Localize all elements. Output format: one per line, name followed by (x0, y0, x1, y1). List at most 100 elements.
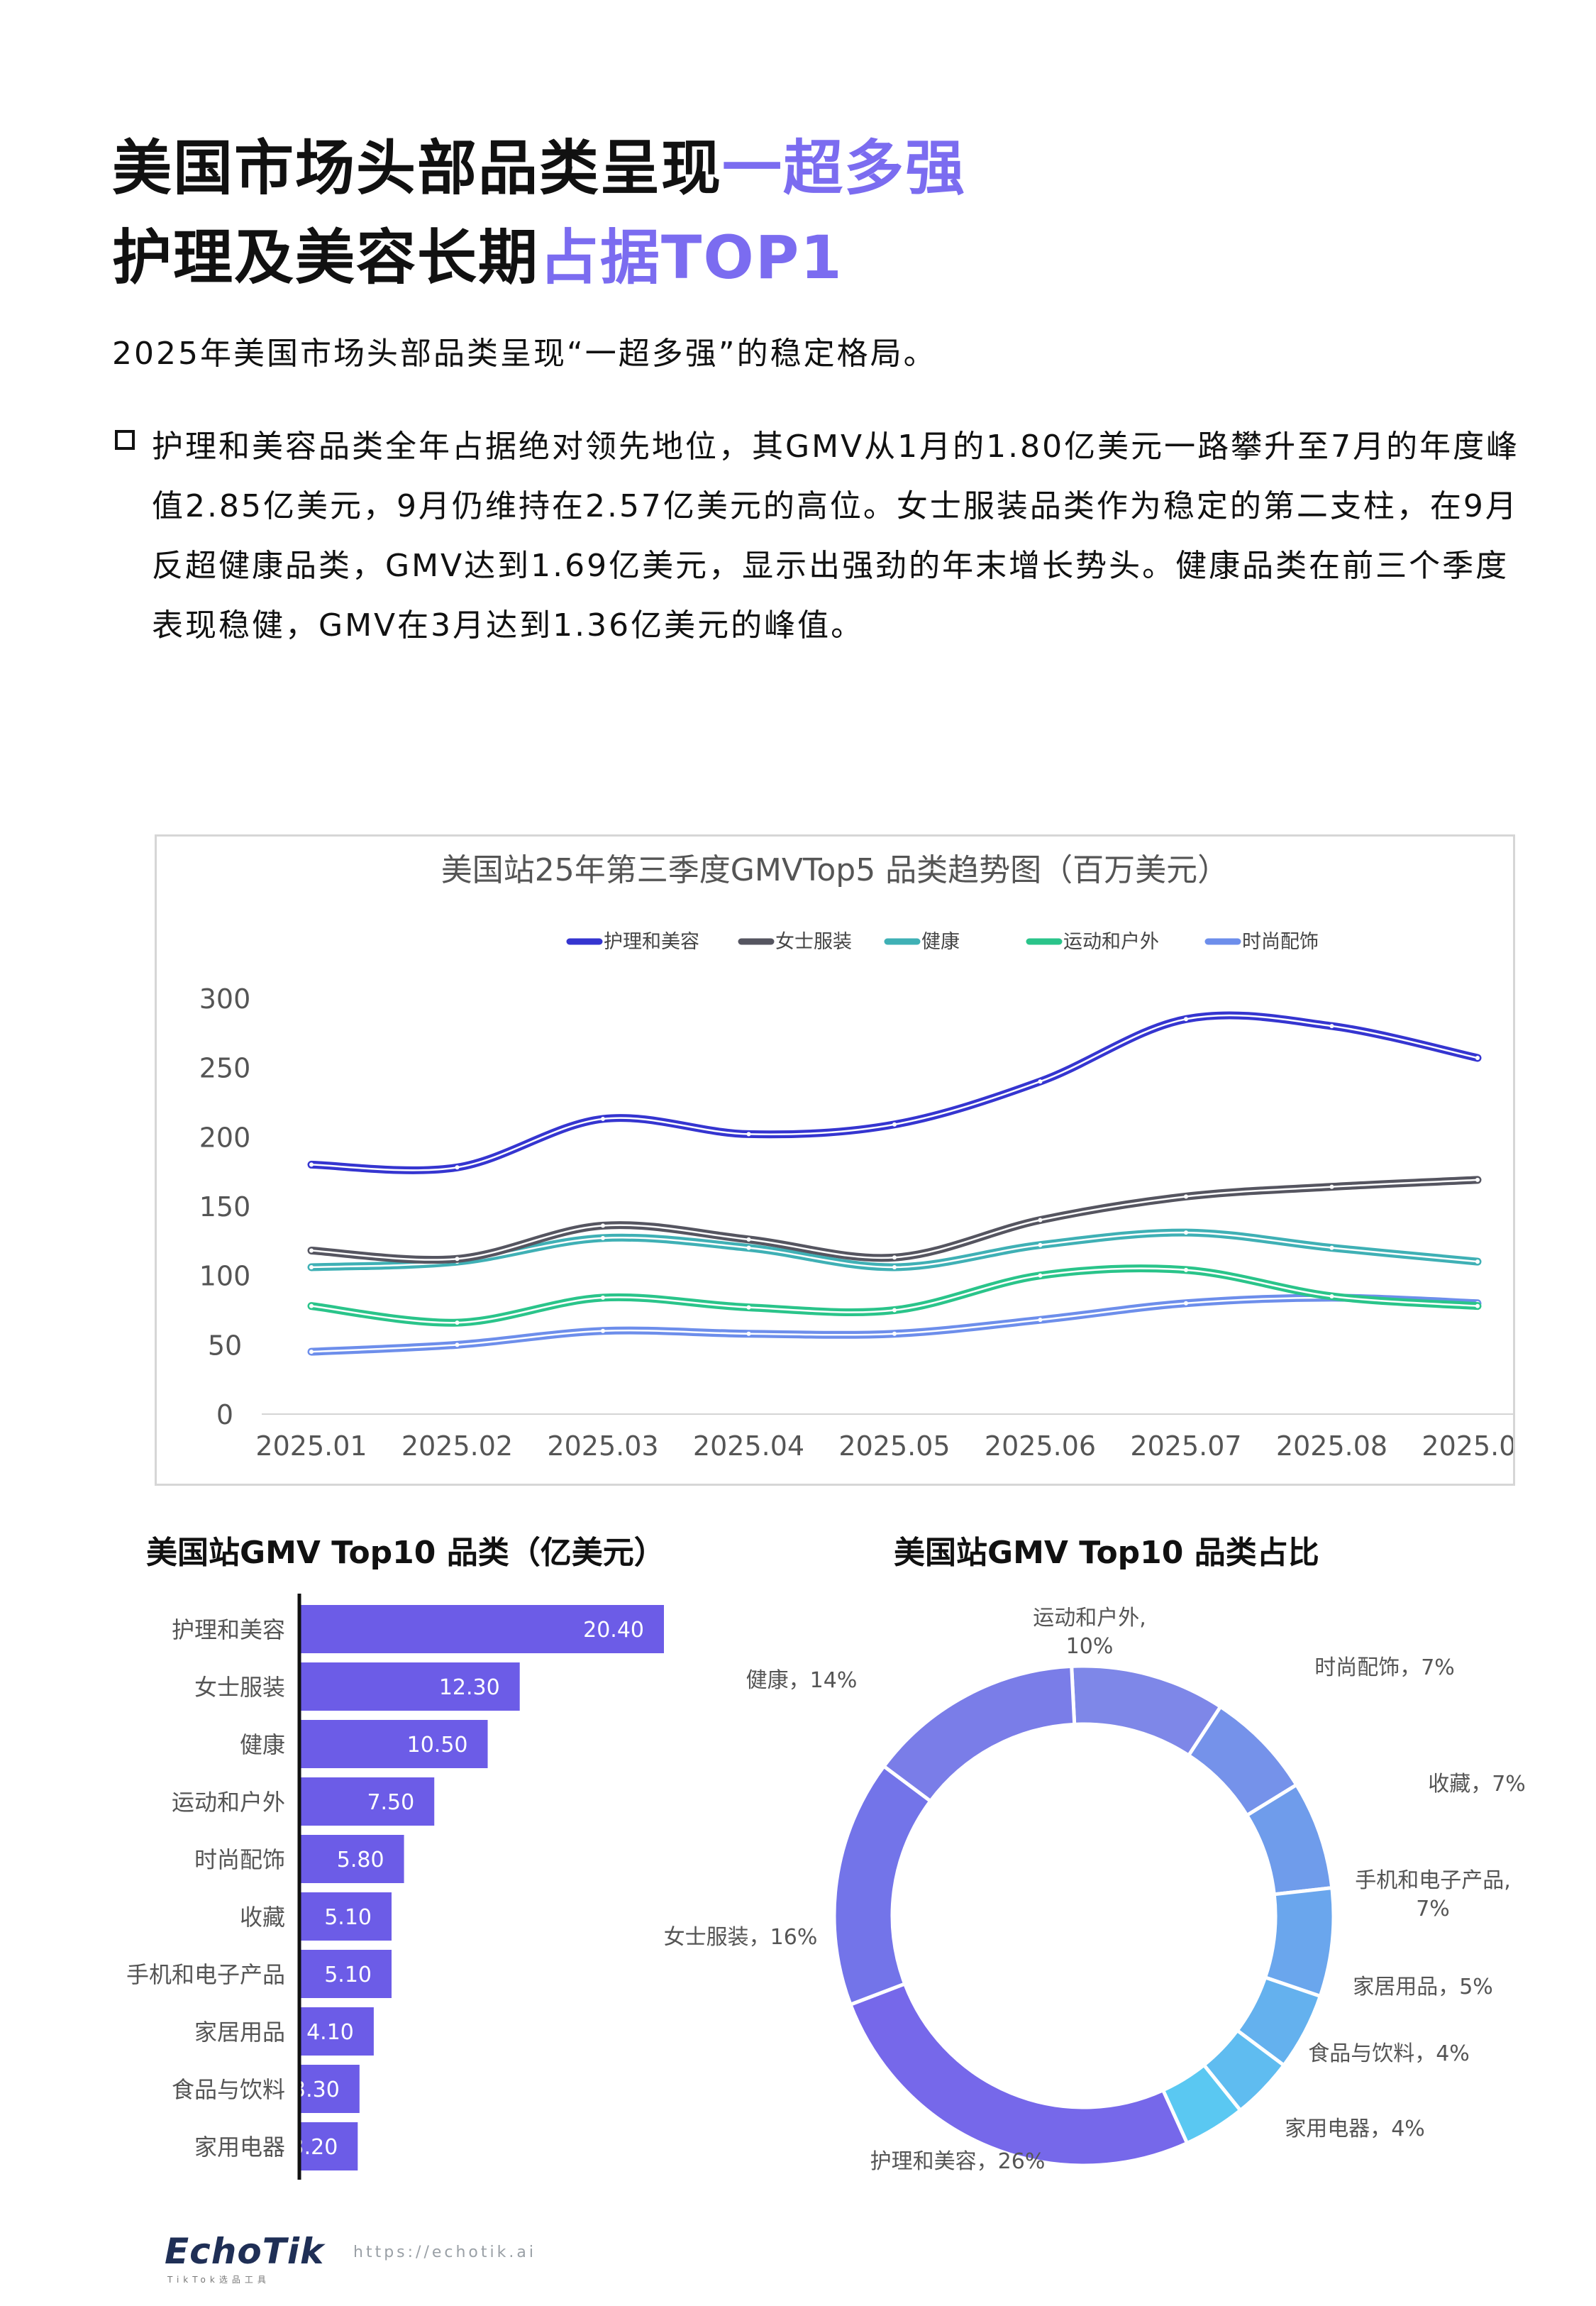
data-point (1038, 1242, 1043, 1247)
legend-label: 护理和美容 (604, 931, 699, 953)
x-tick-label: 2025.09 (1422, 1430, 1513, 1462)
title1-accent: 一超多强 (722, 133, 967, 203)
series-line (307, 1293, 1482, 1356)
series-stroke (307, 1293, 1482, 1356)
legend-item: 健康 (884, 931, 960, 953)
bar-category-label: 健康 (240, 1731, 285, 1758)
bar-value-label: 5.10 (324, 1905, 372, 1930)
line-chart-title: 美国站25年第三季度GMVTop5 品类趋势图（百万美元） (441, 852, 1229, 888)
x-tick-label: 2025.03 (547, 1430, 658, 1462)
y-tick-label: 250 (199, 1053, 251, 1084)
donut-label: 食品与饮料，4% (1308, 2041, 1470, 2066)
bar-category-label: 手机和电子产品 (126, 1961, 285, 1988)
data-point (455, 1165, 460, 1170)
donut-label: 护理和美容，26% (870, 2149, 1046, 2174)
x-tick-label: 2025.01 (255, 1430, 367, 1462)
data-point (455, 1257, 460, 1262)
data-point (746, 1132, 751, 1137)
donut-chart-title: 美国站GMV Top10 品类占比 (894, 1535, 1319, 1571)
data-point (601, 1235, 605, 1240)
data-point (309, 1248, 314, 1253)
donut-label: 健康，14% (746, 1668, 858, 1693)
donut-label: 收藏，7% (1428, 1772, 1526, 1797)
donut-label: 手机和电子产品, (1355, 1868, 1511, 1893)
bar (301, 2122, 358, 2170)
data-point (601, 1295, 605, 1300)
bar (301, 1892, 392, 1941)
bar-value-label: 7.50 (367, 1790, 414, 1815)
bar-value-label: 5.10 (324, 1963, 372, 1987)
title2-main: 护理及美容长期 (112, 223, 540, 292)
y-tick-label: 200 (199, 1122, 251, 1153)
data-point (601, 1328, 605, 1333)
x-tick-label: 2025.08 (1276, 1430, 1387, 1462)
bar-value-label: 4.10 (306, 2020, 354, 2045)
page-title-line1: 美国市场头部品类呈现一超多强 (112, 121, 966, 206)
data-point (1038, 1218, 1043, 1223)
data-point (746, 1237, 751, 1242)
data-point (309, 1303, 314, 1308)
bar-value-label: 5.80 (337, 1848, 384, 1872)
donut-chart: 运动和户外, 10% 时尚配饰，7% 收藏，7% 手机和电子产品, 7% 家居用品，5% 食品… (664, 1606, 1526, 2174)
bar-category-label: 家居用品 (194, 2019, 285, 2046)
data-point (1184, 1301, 1188, 1306)
data-point (1475, 1055, 1480, 1060)
bar-category-label: 运动和户外 (172, 1789, 285, 1816)
data-point (1329, 1184, 1334, 1189)
data-point (1184, 1267, 1188, 1272)
donut-label: 女士服装，16% (664, 1925, 818, 1950)
title2-accent: 占据TOP1 (539, 223, 843, 292)
series-highlight (310, 1014, 1479, 1171)
series-stroke (307, 1228, 1482, 1271)
site-url[interactable]: https://echotik.ai (353, 2244, 536, 2261)
legend-item: 护理和美容 (566, 931, 699, 953)
data-point (892, 1122, 897, 1127)
data-point (1184, 1194, 1188, 1199)
y-tick-label: 300 (199, 983, 251, 1015)
x-tick-label: 2025.06 (985, 1430, 1096, 1462)
bar (301, 1720, 488, 1768)
x-tick-label: 2025.04 (693, 1430, 804, 1462)
data-point (1475, 1177, 1480, 1182)
data-point (892, 1255, 897, 1260)
bar-category-label: 家用电器 (194, 2134, 285, 2161)
data-point (1329, 1024, 1334, 1029)
legend-item: 女士服装 (738, 931, 852, 953)
data-point (746, 1245, 751, 1250)
data-point (1475, 1259, 1480, 1264)
legend-label: 女士服装 (775, 931, 852, 953)
bar (301, 1835, 404, 1883)
data-point (455, 1342, 460, 1347)
bar-value-label: 10.50 (407, 1733, 468, 1758)
donut-slice (881, 1664, 1077, 1804)
data-point (1038, 1079, 1043, 1084)
data-point (1038, 1318, 1043, 1323)
bar (301, 1662, 520, 1711)
bar (301, 2065, 360, 2113)
data-point (601, 1116, 605, 1121)
page-title-line2: 护理及美容长期占据TOP1 (112, 210, 843, 296)
data-point (892, 1264, 897, 1269)
data-point (1329, 1293, 1334, 1298)
donut-label: 运动和户外, (1033, 1606, 1146, 1631)
donut-label: 时尚配饰，7% (1314, 1655, 1455, 1680)
bar (301, 1777, 435, 1826)
bar-value-label: 12.30 (439, 1675, 500, 1700)
bar-category-label: 女士服装 (194, 1674, 285, 1701)
data-point (309, 1264, 314, 1269)
legend-label: 健康 (921, 931, 960, 953)
data-point (746, 1305, 751, 1310)
bar-category-label: 食品与饮料 (172, 2076, 285, 2103)
body-paragraph: 护理和美容品类全年占据绝对领先地位，其GMV从1月的1.80亿美元一路攀升至7月… (152, 429, 1520, 644)
data-point (746, 1331, 751, 1336)
donut-label-pct: 10% (1066, 1634, 1114, 1659)
bar (301, 1605, 664, 1653)
data-point (892, 1331, 897, 1336)
bar-chart: 护理和美容 20.40 女士服装 12.30 健康 10.50 运动和户外 7.50 时尚配饰 5… (126, 1594, 664, 2180)
donut-slice (848, 1981, 1190, 2168)
series-line (307, 1264, 1482, 1327)
y-tick-label: 100 (199, 1261, 251, 1292)
bar-category-label: 收藏 (240, 1904, 285, 1931)
y-tick-label: 50 (208, 1330, 242, 1361)
bar-chart-title: 美国站GMV Top10 品类（亿美元） (146, 1535, 665, 1571)
